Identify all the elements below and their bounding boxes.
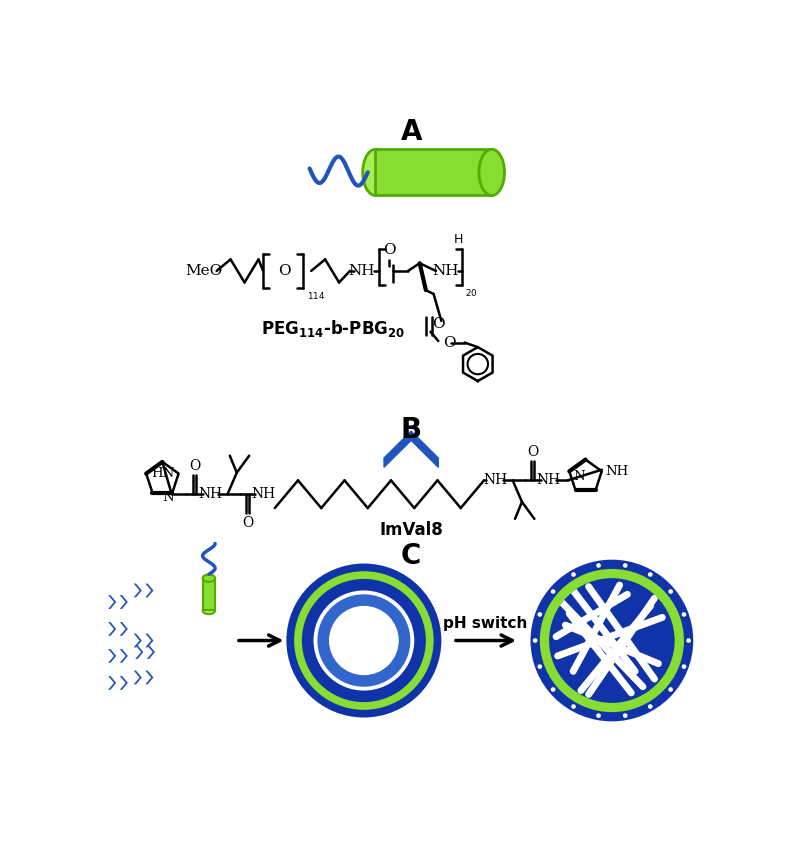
Circle shape	[550, 687, 555, 692]
Circle shape	[570, 572, 575, 577]
Polygon shape	[119, 622, 128, 636]
Polygon shape	[375, 612, 382, 623]
Circle shape	[286, 563, 441, 717]
Circle shape	[302, 579, 425, 702]
Text: MeO: MeO	[185, 264, 223, 278]
Polygon shape	[119, 649, 128, 663]
Text: $_{20}$: $_{20}$	[465, 286, 477, 299]
Circle shape	[681, 664, 686, 669]
Text: $_{114}$: $_{114}$	[307, 289, 325, 302]
Polygon shape	[119, 595, 128, 609]
Text: B: B	[400, 415, 421, 443]
Circle shape	[530, 560, 692, 722]
Circle shape	[595, 713, 600, 718]
Circle shape	[622, 713, 626, 718]
Circle shape	[539, 569, 683, 712]
Polygon shape	[108, 649, 116, 663]
Text: N: N	[573, 470, 584, 483]
Text: C: C	[400, 542, 421, 570]
Circle shape	[686, 638, 690, 643]
Circle shape	[329, 606, 399, 675]
Text: NH: NH	[251, 487, 275, 501]
Text: N: N	[162, 491, 174, 504]
Text: pH switch: pH switch	[443, 616, 527, 631]
Polygon shape	[348, 612, 354, 623]
Ellipse shape	[202, 574, 215, 582]
Polygon shape	[375, 658, 382, 669]
Text: NH: NH	[431, 264, 458, 278]
Ellipse shape	[478, 149, 504, 195]
Polygon shape	[145, 671, 153, 684]
Polygon shape	[336, 635, 342, 646]
Polygon shape	[366, 658, 372, 669]
Text: O: O	[241, 516, 253, 530]
Text: O: O	[527, 445, 538, 459]
Text: O: O	[383, 243, 395, 257]
Circle shape	[533, 638, 537, 643]
Polygon shape	[366, 612, 372, 623]
Polygon shape	[348, 658, 354, 669]
Circle shape	[667, 687, 672, 692]
Text: NH: NH	[536, 474, 560, 487]
Text: O: O	[278, 264, 291, 278]
Polygon shape	[358, 635, 364, 646]
Polygon shape	[338, 612, 345, 623]
Text: NH: NH	[605, 464, 628, 478]
Ellipse shape	[202, 607, 215, 614]
Circle shape	[681, 613, 686, 617]
Polygon shape	[108, 595, 116, 609]
Ellipse shape	[363, 149, 388, 195]
Text: ImVal8: ImVal8	[379, 520, 443, 539]
Polygon shape	[134, 634, 142, 647]
Circle shape	[647, 704, 652, 709]
Polygon shape	[145, 634, 153, 647]
Circle shape	[595, 563, 600, 568]
Polygon shape	[327, 635, 334, 646]
Circle shape	[667, 589, 672, 594]
Circle shape	[313, 591, 414, 690]
Text: NH: NH	[483, 474, 507, 487]
Circle shape	[549, 578, 674, 703]
Circle shape	[550, 589, 555, 594]
Bar	[202, 578, 215, 611]
Polygon shape	[108, 622, 116, 636]
Polygon shape	[134, 671, 142, 684]
Polygon shape	[135, 645, 144, 659]
Polygon shape	[119, 676, 128, 689]
Polygon shape	[134, 584, 142, 597]
Text: A: A	[400, 118, 421, 146]
Polygon shape	[338, 658, 345, 669]
Text: O: O	[431, 317, 444, 331]
Circle shape	[537, 613, 541, 617]
Text: H: H	[453, 233, 463, 246]
Bar	[375, 149, 491, 195]
Text: NH: NH	[198, 487, 222, 501]
Text: O: O	[189, 459, 200, 473]
Polygon shape	[145, 584, 153, 597]
Polygon shape	[367, 635, 374, 646]
Polygon shape	[147, 645, 155, 659]
Circle shape	[622, 563, 626, 568]
Text: NH: NH	[348, 264, 375, 278]
Circle shape	[647, 572, 652, 577]
Circle shape	[294, 571, 433, 710]
Circle shape	[317, 595, 410, 687]
Text: O: O	[443, 336, 455, 349]
Circle shape	[570, 704, 575, 709]
Polygon shape	[383, 431, 438, 467]
Polygon shape	[108, 676, 116, 689]
Circle shape	[537, 664, 541, 669]
Text: $\mathbf{PEG_{114}}$-$\mathit{\mathbf{b}}$-$\mathbf{PBG_{20}}$: $\mathbf{PEG_{114}}$-$\mathit{\mathbf{b}…	[261, 318, 404, 339]
Text: HN: HN	[152, 467, 175, 480]
